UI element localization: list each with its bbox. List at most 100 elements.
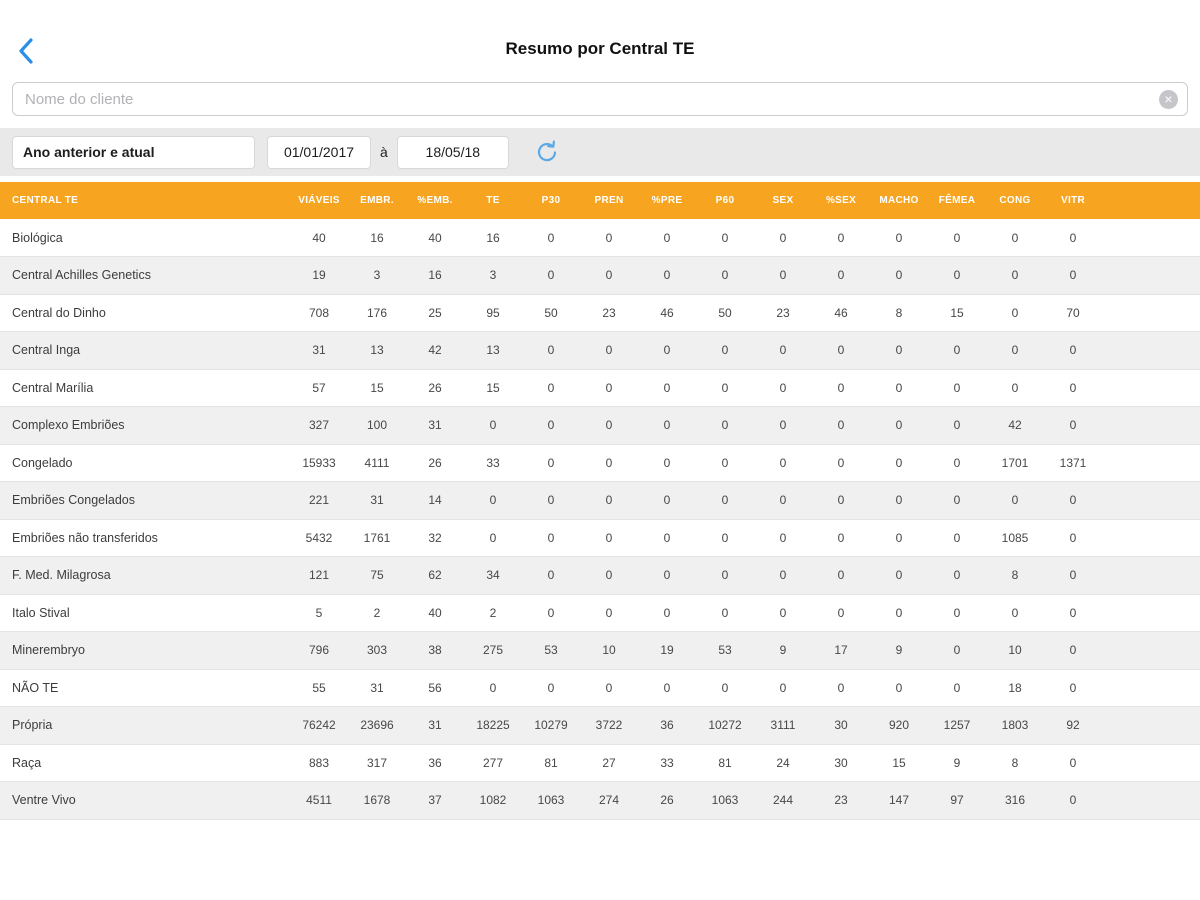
table-cell: 10272 <box>696 706 754 745</box>
table-cell: 0 <box>1044 481 1102 520</box>
table-row[interactable]: Própria 76242 23696 31 18225 10279 3722 36 10272… <box>0 706 1200 745</box>
table-cell: 46 <box>638 294 696 332</box>
table-cell: 75 <box>348 556 406 595</box>
table-cell: 0 <box>1044 219 1102 257</box>
table-cell: 31 <box>406 706 464 745</box>
table-cell: 0 <box>812 519 870 557</box>
table-row[interactable]: Minerembryo 796 303 38 275 53 10 19 53 9 17 9 0 10 0 <box>0 631 1200 670</box>
table-cell: 50 <box>522 294 580 332</box>
column-header: SEX <box>754 182 812 219</box>
table-cell: 40 <box>406 594 464 632</box>
row-spacer <box>1102 631 1200 670</box>
table-cell: 0 <box>696 519 754 557</box>
table-cell: 16 <box>348 219 406 257</box>
table-cell: 13 <box>464 331 522 370</box>
table-cell: 1371 <box>1044 444 1102 482</box>
table-cell: 15933 <box>290 444 348 482</box>
table-cell: 0 <box>522 669 580 707</box>
table-cell: 5 <box>290 594 348 632</box>
table-cell: 0 <box>986 294 1044 332</box>
table-cell: 0 <box>928 519 986 557</box>
table-cell: 5432 <box>290 519 348 557</box>
table-row[interactable]: NÃO TE 55 31 56 0 0 0 0 0 0 0 0 0 18 0 <box>0 669 1200 707</box>
table-cell: 0 <box>580 519 638 557</box>
back-button[interactable] <box>18 38 33 64</box>
table-cell: 42 <box>406 331 464 370</box>
table-row[interactable]: Ventre Vivo 4511 1678 37 1082 1063 274 26 1063 24… <box>0 781 1200 820</box>
table-cell: 0 <box>522 219 580 257</box>
table-cell: 0 <box>928 631 986 670</box>
date-from-input[interactable]: 01/01/2017 <box>267 135 371 169</box>
row-spacer <box>1102 331 1200 370</box>
period-select[interactable]: Ano anterior e atual <box>12 135 255 169</box>
table-cell: 23696 <box>348 706 406 745</box>
table-cell: 316 <box>986 781 1044 820</box>
table-row[interactable]: Central Inga 31 13 42 13 0 0 0 0 0 0 0 0 0 0 <box>0 331 1200 370</box>
table-cell: 0 <box>928 444 986 482</box>
table-cell: 0 <box>464 406 522 445</box>
table-cell: 36 <box>406 744 464 782</box>
table-cell: 0 <box>522 406 580 445</box>
row-label: Ventre Vivo <box>0 781 290 820</box>
table-cell: 0 <box>986 256 1044 295</box>
table-cell: 46 <box>812 294 870 332</box>
column-header: P60 <box>696 182 754 219</box>
table-cell: 0 <box>1044 556 1102 595</box>
table-cell: 0 <box>812 369 870 407</box>
row-label: Central do Dinho <box>0 294 290 332</box>
table-row[interactable]: Embriões não transferidos 5432 1761 32 0 0 0 0 0… <box>0 519 1200 557</box>
table-row[interactable]: Central Marília 57 15 26 15 0 0 0 0 0 0 0 0 0 0 <box>0 369 1200 407</box>
table-cell: 8 <box>870 294 928 332</box>
table-cell: 30 <box>812 744 870 782</box>
refresh-button[interactable] <box>535 140 559 164</box>
table-row[interactable]: Embriões Congelados 221 31 14 0 0 0 0 0 0 0 0 0 0 0 <box>0 481 1200 520</box>
table-cell: 36 <box>638 706 696 745</box>
table-row[interactable]: Raça 883 317 36 277 81 27 33 81 24 30 15 9 8 0 <box>0 744 1200 782</box>
table-cell: 0 <box>1044 406 1102 445</box>
table-cell: 32 <box>406 519 464 557</box>
date-to-input[interactable]: 18/05/18 <box>396 135 509 169</box>
column-header: TE <box>464 182 522 219</box>
table-cell: 0 <box>638 219 696 257</box>
table-cell: 0 <box>638 594 696 632</box>
table-cell: 0 <box>638 369 696 407</box>
table-cell: 1257 <box>928 706 986 745</box>
table-cell: 23 <box>754 294 812 332</box>
table-row[interactable]: Biológica 40 16 40 16 0 0 0 0 0 0 0 0 0 0 <box>0 219 1200 257</box>
table-row[interactable]: Central Achilles Genetics 19 3 16 3 0 0 0 0 0 0 0 0 0… <box>0 256 1200 295</box>
table-cell: 19 <box>290 256 348 295</box>
row-label: Central Achilles Genetics <box>0 256 290 295</box>
table-cell: 0 <box>928 256 986 295</box>
client-name-input[interactable] <box>12 82 1188 116</box>
table-cell: 0 <box>754 519 812 557</box>
table-cell: 34 <box>464 556 522 595</box>
table-cell: 10 <box>580 631 638 670</box>
table-cell: 0 <box>522 331 580 370</box>
table-cell: 0 <box>928 219 986 257</box>
table-cell: 9 <box>870 631 928 670</box>
table-cell: 92 <box>1044 706 1102 745</box>
table-cell: 0 <box>986 369 1044 407</box>
table-row[interactable]: Congelado 15933 4111 26 33 0 0 0 0 0 0 0 0 1701 1371 <box>0 444 1200 482</box>
table-cell: 0 <box>638 256 696 295</box>
table-row[interactable]: Central do Dinho 708 176 25 95 50 23 46 50 23 46 8 1… <box>0 294 1200 332</box>
table-cell: 0 <box>522 594 580 632</box>
table-cell: 0 <box>754 556 812 595</box>
table-cell: 0 <box>986 594 1044 632</box>
table-row[interactable]: F. Med. Milagrosa 121 75 62 34 0 0 0 0 0 0 0 0 8 0 <box>0 556 1200 595</box>
row-spacer <box>1102 369 1200 407</box>
table-cell: 0 <box>754 256 812 295</box>
table-cell: 8 <box>986 556 1044 595</box>
table-cell: 0 <box>638 331 696 370</box>
table-row[interactable]: Complexo Embriões 327 100 31 0 0 0 0 0 0 0 0 0 42 0 <box>0 406 1200 445</box>
table-cell: 0 <box>696 669 754 707</box>
table-cell: 0 <box>580 669 638 707</box>
table-cell: 0 <box>522 369 580 407</box>
table-row[interactable]: Italo Stival 5 2 40 2 0 0 0 0 0 0 0 0 0 0 <box>0 594 1200 632</box>
table-cell: 33 <box>638 744 696 782</box>
table-cell: 23 <box>812 781 870 820</box>
table-cell: 53 <box>696 631 754 670</box>
table-cell: 0 <box>812 256 870 295</box>
table-cell: 4111 <box>348 444 406 482</box>
clear-search-icon[interactable]: × <box>1159 90 1178 109</box>
